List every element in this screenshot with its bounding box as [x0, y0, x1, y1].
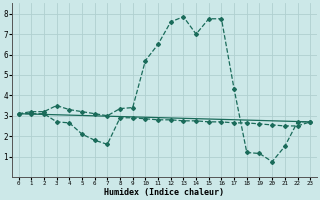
X-axis label: Humidex (Indice chaleur): Humidex (Indice chaleur) [104, 188, 224, 197]
